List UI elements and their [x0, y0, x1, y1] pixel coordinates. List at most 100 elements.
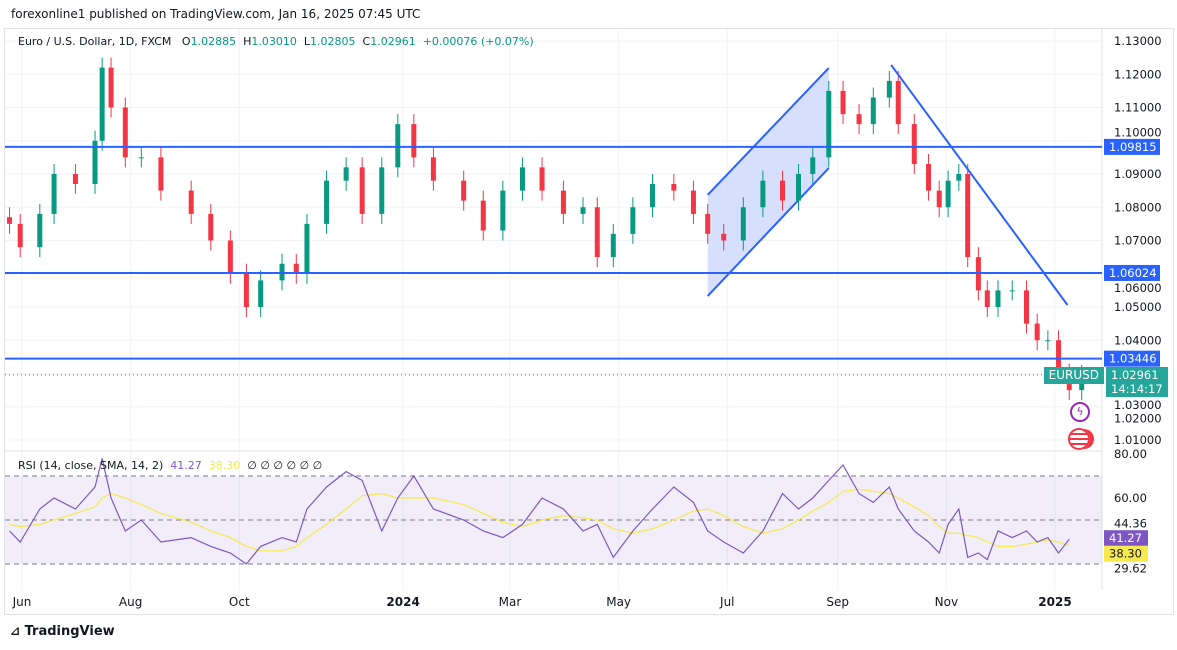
low-value: 1.02805 — [310, 35, 356, 48]
candle-body — [138, 157, 144, 159]
candle-body — [1056, 340, 1062, 374]
candle-body — [630, 207, 636, 234]
candle-body — [984, 290, 990, 307]
candle-body — [243, 273, 249, 307]
candle-body — [304, 223, 310, 274]
candle-body — [956, 174, 962, 181]
price-axis-label: 1.02000 — [1114, 411, 1162, 425]
candle-body — [965, 174, 971, 258]
high-label: H — [243, 35, 252, 48]
level-price-label: 1.09815 — [1109, 140, 1157, 154]
price-axis-label: 1.03000 — [1114, 398, 1162, 412]
publisher-line: forexonline1 published on TradingView.co… — [11, 7, 421, 21]
candle-body — [560, 190, 566, 214]
price-axis-label: 1.12000 — [1114, 67, 1162, 81]
price-axis-label: 1.04000 — [1114, 333, 1162, 347]
candle-body — [539, 167, 545, 191]
candle-body — [945, 180, 951, 208]
tradingview-logo-icon: ⊿ — [10, 624, 21, 638]
last-price-tag: 1.02961 14:14:17 — [1106, 367, 1168, 397]
candle-body — [324, 180, 330, 224]
candle-body — [594, 207, 600, 258]
candle-body — [379, 167, 385, 214]
candle-body — [840, 90, 846, 115]
candle-body — [51, 174, 57, 214]
candle-body — [519, 167, 525, 191]
candle-body — [37, 213, 43, 248]
level-price-tag — [1104, 138, 1160, 155]
candle-body — [188, 190, 194, 214]
candle-body — [359, 167, 365, 214]
candle-body — [826, 90, 832, 158]
candle-body — [926, 164, 932, 191]
rsi-value-tag — [1104, 545, 1148, 562]
channel-line — [706, 167, 830, 297]
change-value: +0.00076 (+0.07%) — [422, 35, 534, 48]
rsi-axis-label: 29.62 — [1114, 561, 1147, 575]
rsi-sma-line — [9, 488, 1070, 552]
candle-body — [227, 240, 233, 274]
time-axis-label: May — [606, 595, 631, 609]
price-axis-label: 1.05000 — [1114, 300, 1162, 314]
rsi-label[interactable]: RSI (14, close, SMA, 14, 2) — [18, 459, 164, 472]
chart-frame — [4, 28, 1174, 615]
candle-body — [1009, 290, 1015, 292]
symbol-tag: EURUSD — [1043, 367, 1104, 384]
candle-body — [580, 207, 586, 214]
candle-body — [72, 174, 78, 184]
candle-body — [671, 183, 677, 191]
last-price: 1.02961 — [1111, 368, 1159, 382]
candle-body — [430, 157, 436, 181]
open-label: O — [181, 35, 191, 48]
rsi-value-tag-label: 41.27 — [1109, 531, 1142, 545]
symbol-legend: Euro / U.S. Dollar, 1D, FXCM O1.02885 H1… — [18, 35, 534, 48]
rsi-axis-label: 80.00 — [1114, 447, 1147, 461]
candle-body — [108, 67, 114, 108]
time-axis-label: Mar — [499, 595, 522, 609]
candle-body — [17, 223, 23, 248]
time-axis-label: Oct — [229, 595, 250, 609]
close-label: C — [362, 35, 371, 48]
time-axis-label: Sep — [826, 595, 849, 609]
candle-body — [208, 213, 214, 241]
time-axis-label: Jun — [12, 595, 32, 609]
rsi-axis-label: 60.00 — [1114, 491, 1147, 505]
high-value: 1.03010 — [251, 35, 297, 48]
candle-body — [158, 157, 164, 191]
candle-body — [411, 124, 417, 158]
time-axis-label: Aug — [119, 595, 142, 609]
candle-body — [911, 124, 917, 165]
candle-body — [796, 174, 802, 201]
candle-body — [99, 67, 105, 141]
candle-body — [461, 180, 467, 201]
price-axis-label: 1.13000 — [1114, 34, 1162, 48]
candle-body — [480, 200, 486, 231]
candle-body — [895, 80, 901, 125]
rsi-line — [9, 458, 1070, 565]
candle-body — [92, 140, 98, 184]
candle-body — [886, 80, 892, 98]
candle-body — [395, 124, 401, 168]
symbol-name[interactable]: Euro / U.S. Dollar, 1D, FXCM — [18, 35, 172, 48]
candle-body — [810, 157, 816, 174]
level-price-label: 1.06024 — [1109, 266, 1157, 280]
lightning-icon[interactable]: ϟ — [1070, 402, 1090, 422]
rsi-empty-values: ∅ ∅ ∅ ∅ ∅ ∅ — [247, 459, 323, 472]
channel-line — [706, 67, 830, 196]
candle-body — [721, 233, 727, 241]
open-value: 1.02885 — [190, 35, 237, 48]
us-flag-event-icon[interactable] — [1068, 428, 1090, 450]
candle-body — [343, 167, 349, 181]
candle-body — [936, 190, 942, 208]
candle-body — [1023, 290, 1029, 324]
candle-body — [760, 180, 766, 208]
time-axis-label: Jul — [719, 595, 734, 609]
price-axis-label: 1.01000 — [1114, 433, 1162, 447]
price-axis-label: 1.10000 — [1114, 125, 1162, 139]
candle-body — [258, 280, 264, 307]
rsi-value-tag-label: 38.30 — [1109, 547, 1142, 561]
price-axis-label: 1.11000 — [1114, 101, 1162, 115]
rsi-sma-value: 38.30 — [208, 459, 241, 472]
